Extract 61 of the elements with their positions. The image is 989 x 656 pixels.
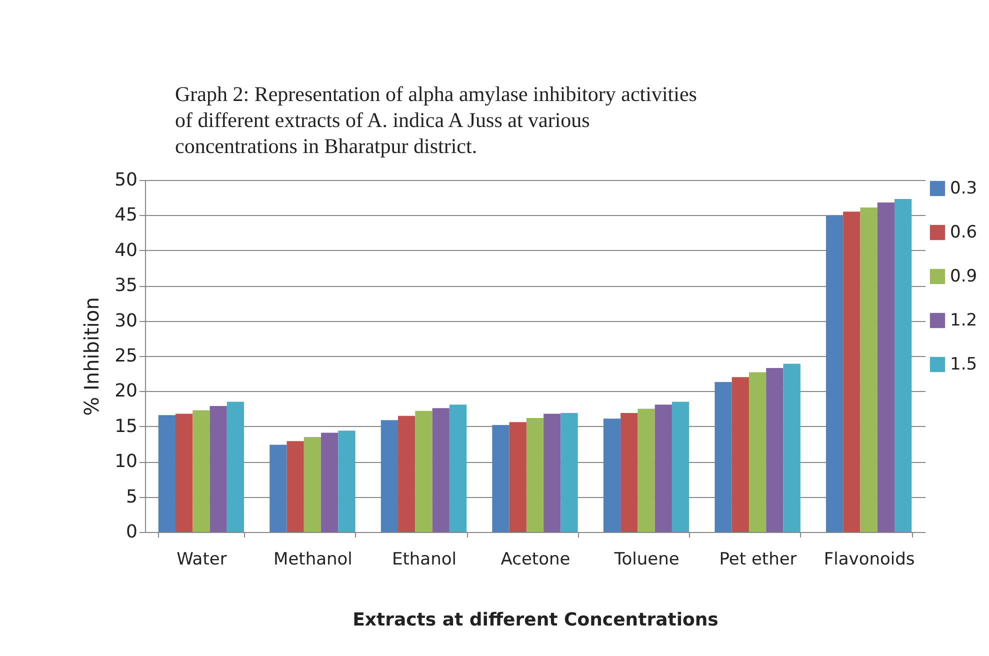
y-tick-label: 25: [114, 346, 138, 366]
bar: [321, 432, 338, 532]
y-tick-label: 35: [114, 275, 138, 296]
legend-label: 0.6: [950, 222, 978, 242]
bar: [732, 377, 749, 532]
bar: [714, 382, 732, 532]
bar: [192, 410, 210, 532]
y-tick-label: 40: [114, 240, 138, 261]
x-tick-label: Acetone: [500, 550, 570, 570]
bar: [860, 207, 878, 532]
bar: [877, 202, 895, 532]
bar: [603, 418, 621, 532]
bar: [544, 414, 561, 532]
x-tick-label: Methanol: [274, 550, 352, 570]
y-tick-label: 45: [114, 204, 138, 226]
bar: [175, 414, 193, 532]
bar: [432, 408, 450, 532]
bar: [492, 424, 510, 532]
y-axis-title: % Inhibition: [80, 297, 104, 416]
bar: [783, 364, 800, 532]
bar: [560, 413, 578, 532]
legend-label: 1.5: [950, 354, 978, 374]
bar: [766, 368, 784, 532]
bar: [654, 404, 672, 532]
chart-title: Graph 2: Representation of alpha amylase inhibitory activities of different extracts of A. indica A Juss at various concentrations in Bharatpur district.: [175, 82, 697, 158]
x-tick-label: Flavonoids: [824, 550, 915, 570]
bar: [894, 199, 912, 532]
x-tick-label: Pet ether: [719, 550, 797, 570]
legend-label: 0.9: [950, 266, 978, 286]
bar: [672, 402, 690, 532]
bar: [620, 413, 638, 532]
bar: [304, 436, 322, 532]
bar: [843, 212, 860, 532]
y-tick-label: 10: [114, 451, 138, 472]
bar: [270, 444, 287, 532]
bar: [226, 402, 244, 532]
bar: [826, 216, 844, 532]
bar: [380, 420, 398, 532]
y-tick-label: 50: [114, 170, 138, 190]
x-tick-label: Water: [176, 550, 227, 570]
bar: [638, 408, 655, 532]
x-tick-label: Ethanol: [392, 550, 456, 570]
bar: [509, 422, 526, 532]
x-tick-label: Toluene: [613, 550, 680, 570]
bar: [398, 416, 416, 532]
y-tick-label: 5: [126, 486, 138, 508]
bar: [748, 372, 766, 532]
y-tick-label: 20: [114, 380, 138, 402]
y-tick-label: 30: [114, 310, 138, 332]
bar: [286, 441, 304, 532]
x-axis-title: Extracts at different Concentrations: [352, 610, 718, 630]
bar: [210, 406, 227, 532]
bar: [526, 418, 544, 532]
y-tick-label: 0: [126, 522, 138, 542]
bar: [449, 404, 467, 532]
legend-label: 0.3: [950, 178, 978, 198]
bar: [338, 430, 356, 532]
y-tick-label: 15: [114, 416, 138, 437]
bar: [158, 415, 176, 532]
legend-label: 1.2: [950, 310, 978, 330]
bar: [415, 410, 432, 532]
